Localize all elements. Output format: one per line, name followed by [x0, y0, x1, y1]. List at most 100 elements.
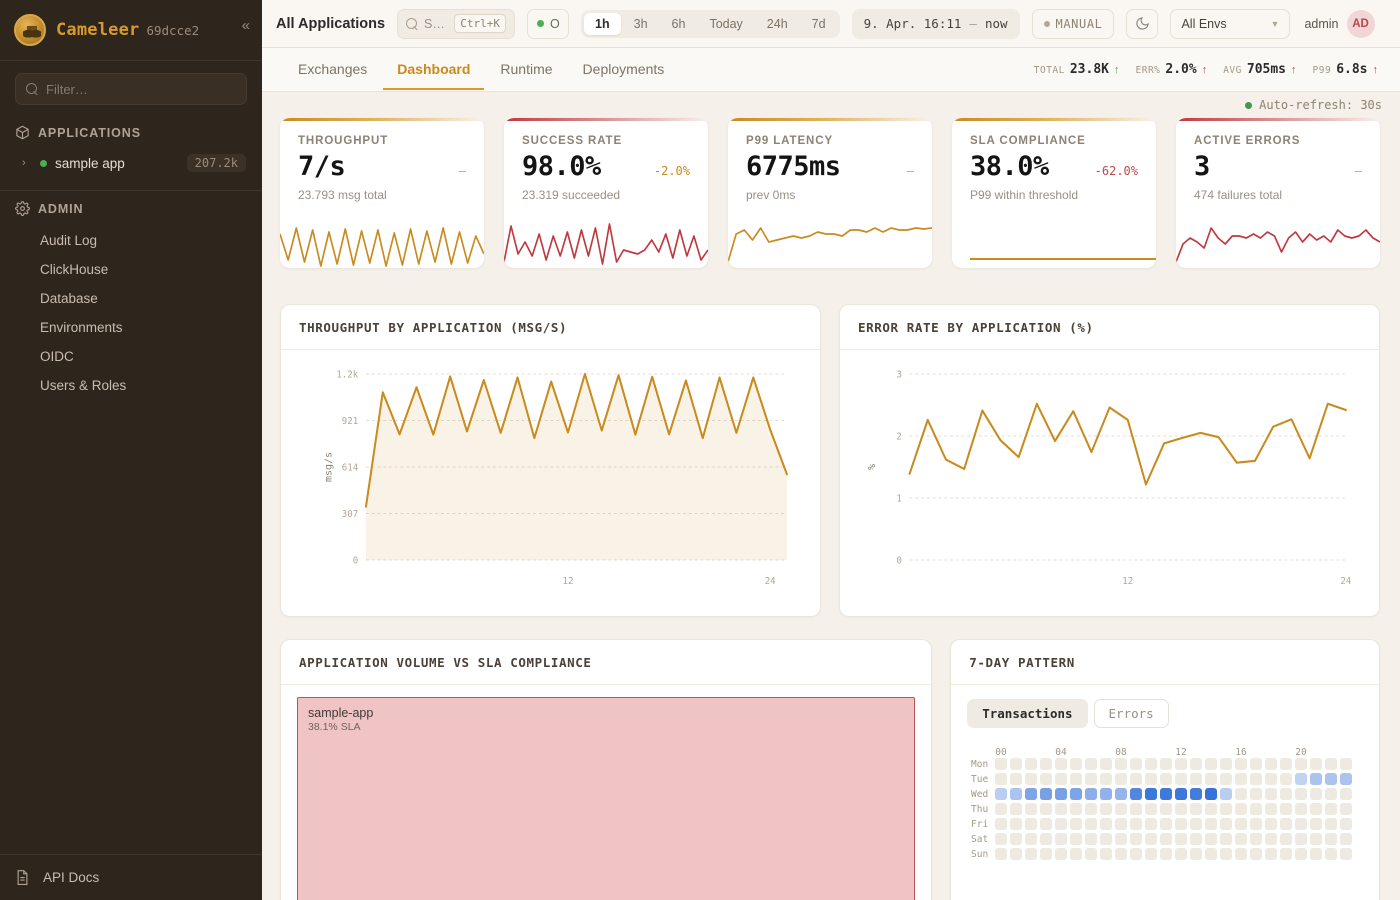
heatmap-cell[interactable]	[1310, 788, 1323, 800]
heatmap-cell[interactable]	[1280, 773, 1293, 785]
heatmap-cell[interactable]	[1280, 818, 1293, 830]
heatmap-cell[interactable]	[1130, 773, 1143, 785]
heatmap-cell[interactable]	[995, 833, 1008, 845]
heatmap-cell[interactable]	[995, 818, 1008, 830]
sidebar-item-sample-app[interactable]: › sample app 207.2k	[8, 148, 254, 178]
chart-body[interactable]: 0 1 2 3 12 24%	[840, 350, 1379, 616]
heatmap-cell[interactable]	[1235, 818, 1248, 830]
heatmap-cell[interactable]	[1175, 788, 1188, 800]
heatmap-cell[interactable]	[1100, 758, 1113, 770]
heatmap-cell[interactable]	[1175, 848, 1188, 860]
heatmap-cell[interactable]	[1325, 803, 1338, 815]
heatmap-cell[interactable]	[1250, 803, 1263, 815]
heatmap-cell[interactable]	[1265, 773, 1278, 785]
heatmap-cell[interactable]	[1055, 818, 1068, 830]
heatmap-cell[interactable]	[1310, 773, 1323, 785]
heatmap-cell[interactable]	[1205, 773, 1218, 785]
heatmap-cell[interactable]	[1100, 788, 1113, 800]
heatmap-cell[interactable]	[1340, 848, 1353, 860]
heatmap-cell[interactable]	[995, 773, 1008, 785]
sidebar-item-users-roles[interactable]: Users & Roles	[40, 378, 127, 393]
heatmap-cell[interactable]	[1280, 758, 1293, 770]
heatmap-cell[interactable]	[1295, 803, 1308, 815]
heatmap-cell[interactable]	[1085, 803, 1098, 815]
heatmap-cell[interactable]	[1055, 788, 1068, 800]
heatmap-cell[interactable]	[1340, 758, 1353, 770]
heatmap-cell[interactable]	[1070, 803, 1083, 815]
sidebar-item-api-docs[interactable]: API Docs	[15, 869, 247, 886]
heatmap-cell[interactable]	[1220, 833, 1233, 845]
heatmap-cell[interactable]	[1175, 773, 1188, 785]
heatmap-cell[interactable]	[1310, 758, 1323, 770]
time-range-today[interactable]: Today	[698, 13, 753, 35]
heatmap-cell[interactable]	[1250, 758, 1263, 770]
heatmap-cell[interactable]	[1160, 818, 1173, 830]
heatmap-cell[interactable]	[1025, 758, 1038, 770]
heatmap-cell[interactable]	[1265, 833, 1278, 845]
heatmap-cell[interactable]	[1085, 773, 1098, 785]
heatmap-cell[interactable]	[1040, 818, 1053, 830]
heatmap-cell[interactable]	[1145, 803, 1158, 815]
chevrons-left-icon[interactable]: «	[241, 17, 250, 34]
absolute-time-range[interactable]: 9. Apr. 16:11 – now	[851, 8, 1020, 39]
heatmap-cell[interactable]	[1115, 758, 1128, 770]
heatmap-cell[interactable]	[1025, 818, 1038, 830]
heatmap-cell[interactable]	[1055, 833, 1068, 845]
heatmap-cell[interactable]	[1085, 848, 1098, 860]
tab-deployments[interactable]: Deployments	[582, 61, 665, 77]
time-range-7d[interactable]: 7d	[801, 13, 837, 35]
sidebar-item-oidc[interactable]: OIDC	[40, 349, 74, 364]
kpi-card-p99-latency[interactable]: P99 LATENCY 6775ms – prev 0ms	[728, 118, 932, 268]
heatmap-cell[interactable]	[1175, 833, 1188, 845]
heatmap-cell[interactable]	[1040, 848, 1053, 860]
heatmap-cell[interactable]	[1010, 758, 1023, 770]
heatmap-cell[interactable]	[1070, 758, 1083, 770]
heatmap-cell[interactable]	[1295, 758, 1308, 770]
heatmap-cell[interactable]	[1025, 788, 1038, 800]
user-menu[interactable]: admin AD	[1304, 9, 1375, 38]
heatmap-cell[interactable]	[1205, 758, 1218, 770]
kpi-card-throughput[interactable]: THROUGHPUT 7/s – 23.793 msg total	[280, 118, 484, 268]
heatmap-cell[interactable]	[995, 803, 1008, 815]
heatmap-cell[interactable]	[1145, 848, 1158, 860]
heatmap-cell[interactable]	[1160, 803, 1173, 815]
filter-input[interactable]	[46, 81, 236, 97]
global-search-input[interactable]: S… Ctrl+K	[397, 8, 516, 39]
heatmap-cell[interactable]	[1205, 788, 1218, 800]
heatmap-cell[interactable]	[1160, 833, 1173, 845]
heatmap-cell[interactable]	[1025, 773, 1038, 785]
heatmap-cell[interactable]	[1250, 773, 1263, 785]
heatmap-cell[interactable]	[1025, 848, 1038, 860]
heatmap-cell[interactable]	[1010, 788, 1023, 800]
heatmap-cell[interactable]	[1055, 803, 1068, 815]
heatmap-cell[interactable]	[1130, 788, 1143, 800]
heatmap-cell[interactable]	[1205, 833, 1218, 845]
heatmap-cell[interactable]	[1325, 818, 1338, 830]
kpi-card-success-rate[interactable]: SUCCESS RATE 98.0% -2.0% 23.319 succeede…	[504, 118, 708, 268]
tab-dashboard[interactable]: Dashboard	[383, 49, 485, 90]
heatmap-cell[interactable]	[1130, 803, 1143, 815]
kpi-card-active-errors[interactable]: ACTIVE ERRORS 3 – 474 failures total	[1176, 118, 1380, 268]
kpi-card-sla-compliance[interactable]: SLA COMPLIANCE 38.0% -62.0% P99 within t…	[952, 118, 1156, 268]
heatmap-cell[interactable]	[1205, 803, 1218, 815]
heatmap-cell[interactable]	[995, 788, 1008, 800]
heatmap-cell[interactable]	[1145, 788, 1158, 800]
heatmap-cell[interactable]	[1280, 848, 1293, 860]
time-range-3h[interactable]: 3h	[623, 13, 659, 35]
heatmap-cell[interactable]	[1085, 833, 1098, 845]
heatmap-cell[interactable]	[1145, 818, 1158, 830]
heatmap-cell[interactable]	[1010, 803, 1023, 815]
heatmap-cell[interactable]	[1100, 803, 1113, 815]
heatmap-cell[interactable]	[1310, 833, 1323, 845]
heatmap-cell[interactable]	[1205, 818, 1218, 830]
heatmap-cell[interactable]	[1085, 818, 1098, 830]
heatmap-cell[interactable]	[1145, 758, 1158, 770]
heatmap-cell[interactable]	[1295, 788, 1308, 800]
heatmap-cell[interactable]	[1040, 773, 1053, 785]
heatmap-cell[interactable]	[1130, 833, 1143, 845]
dashboard-scroll-body[interactable]: Auto-refresh: 30s THROUGHPUT 7/s – 23.79…	[262, 92, 1400, 900]
heatmap-tab-errors[interactable]: Errors	[1093, 699, 1169, 728]
treemap-tile-sample-app[interactable]: sample-app 38.1% SLA	[297, 697, 916, 900]
heatmap-cell[interactable]	[1175, 818, 1188, 830]
heatmap-cell[interactable]	[1280, 788, 1293, 800]
